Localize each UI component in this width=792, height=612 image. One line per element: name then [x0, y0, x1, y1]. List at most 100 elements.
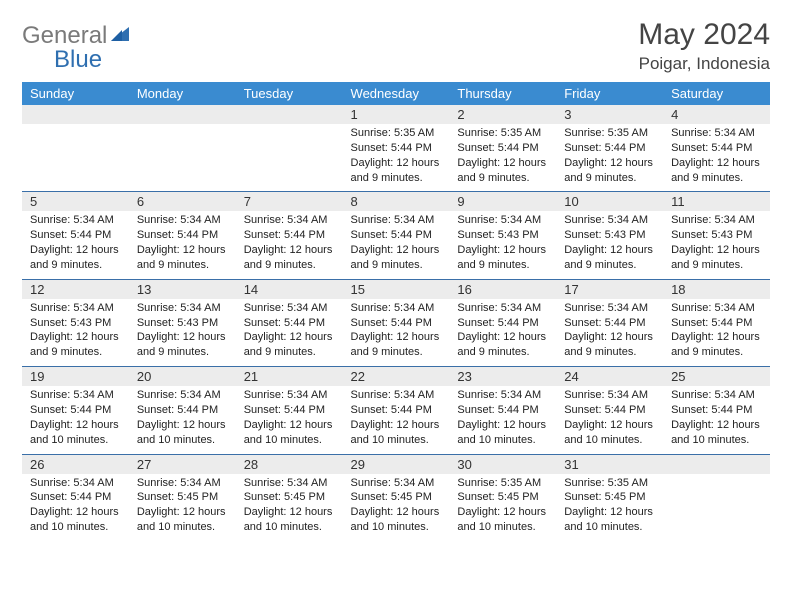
sunset-text: Sunset: 5:43 PM — [671, 228, 762, 243]
daylight-text: and 10 minutes. — [351, 520, 442, 535]
day-cell — [129, 124, 236, 192]
day-cell: Sunrise: 5:35 AMSunset: 5:44 PMDaylight:… — [343, 124, 450, 192]
sunset-text: Sunset: 5:43 PM — [564, 228, 655, 243]
day-cell: Sunrise: 5:34 AMSunset: 5:44 PMDaylight:… — [236, 211, 343, 279]
sunset-text: Sunset: 5:45 PM — [137, 490, 228, 505]
daylight-text: and 10 minutes. — [671, 433, 762, 448]
day-number: 4 — [663, 105, 770, 124]
weekday-header: Saturday — [663, 82, 770, 105]
daylight-text: and 9 minutes. — [30, 345, 121, 360]
day-number: 26 — [22, 454, 129, 474]
day-cell — [663, 474, 770, 541]
sunset-text: Sunset: 5:44 PM — [671, 316, 762, 331]
sunset-text: Sunset: 5:44 PM — [564, 141, 655, 156]
sunrise-text: Sunrise: 5:34 AM — [457, 388, 548, 403]
sunrise-text: Sunrise: 5:34 AM — [137, 388, 228, 403]
daylight-text: and 9 minutes. — [564, 171, 655, 186]
day-cell: Sunrise: 5:34 AMSunset: 5:43 PMDaylight:… — [129, 299, 236, 367]
content-row: Sunrise: 5:35 AMSunset: 5:44 PMDaylight:… — [22, 124, 770, 192]
sunrise-text: Sunrise: 5:34 AM — [351, 213, 442, 228]
sunset-text: Sunset: 5:43 PM — [137, 316, 228, 331]
sunset-text: Sunset: 5:44 PM — [457, 403, 548, 418]
sunset-text: Sunset: 5:44 PM — [564, 403, 655, 418]
day-cell: Sunrise: 5:34 AMSunset: 5:44 PMDaylight:… — [129, 386, 236, 454]
sunset-text: Sunset: 5:44 PM — [351, 228, 442, 243]
daylight-text: and 9 minutes. — [351, 345, 442, 360]
daylight-text: Daylight: 12 hours — [30, 505, 121, 520]
day-number: 13 — [129, 279, 236, 299]
sunrise-text: Sunrise: 5:34 AM — [351, 388, 442, 403]
calendar-page: GeneralBlue May 2024 Poigar, Indonesia S… — [0, 0, 792, 559]
day-number: 1 — [343, 105, 450, 124]
sunrise-text: Sunrise: 5:34 AM — [30, 301, 121, 316]
daylight-text: Daylight: 12 hours — [351, 330, 442, 345]
sunset-text: Sunset: 5:44 PM — [564, 316, 655, 331]
sunset-text: Sunset: 5:44 PM — [351, 403, 442, 418]
day-number: 11 — [663, 192, 770, 212]
daynum-row: 19202122232425 — [22, 367, 770, 387]
daylight-text: and 10 minutes. — [137, 433, 228, 448]
day-number: 19 — [22, 367, 129, 387]
sunrise-text: Sunrise: 5:34 AM — [137, 301, 228, 316]
day-cell: Sunrise: 5:34 AMSunset: 5:44 PMDaylight:… — [343, 386, 450, 454]
sunset-text: Sunset: 5:44 PM — [244, 228, 335, 243]
weekday-header: Monday — [129, 82, 236, 105]
day-number: 15 — [343, 279, 450, 299]
sunrise-text: Sunrise: 5:34 AM — [30, 213, 121, 228]
daylight-text: Daylight: 12 hours — [351, 156, 442, 171]
sunset-text: Sunset: 5:44 PM — [351, 141, 442, 156]
sunset-text: Sunset: 5:44 PM — [244, 316, 335, 331]
daylight-text: Daylight: 12 hours — [244, 243, 335, 258]
logo-text-blue: Blue — [54, 46, 102, 73]
daylight-text: Daylight: 12 hours — [244, 418, 335, 433]
content-row: Sunrise: 5:34 AMSunset: 5:43 PMDaylight:… — [22, 299, 770, 367]
sunset-text: Sunset: 5:44 PM — [351, 316, 442, 331]
day-number — [22, 105, 129, 124]
daylight-text: and 9 minutes. — [457, 171, 548, 186]
day-number: 10 — [556, 192, 663, 212]
day-cell: Sunrise: 5:34 AMSunset: 5:44 PMDaylight:… — [236, 386, 343, 454]
daylight-text: Daylight: 12 hours — [564, 243, 655, 258]
day-cell: Sunrise: 5:34 AMSunset: 5:45 PMDaylight:… — [129, 474, 236, 541]
daylight-text: Daylight: 12 hours — [564, 418, 655, 433]
month-title: May 2024 — [638, 18, 770, 52]
daylight-text: and 10 minutes. — [244, 433, 335, 448]
daylight-text: Daylight: 12 hours — [30, 243, 121, 258]
sunrise-text: Sunrise: 5:34 AM — [564, 301, 655, 316]
weekday-header: Friday — [556, 82, 663, 105]
daylight-text: Daylight: 12 hours — [137, 505, 228, 520]
day-cell: Sunrise: 5:34 AMSunset: 5:44 PMDaylight:… — [343, 211, 450, 279]
day-number: 14 — [236, 279, 343, 299]
day-cell: Sunrise: 5:34 AMSunset: 5:44 PMDaylight:… — [449, 299, 556, 367]
day-number: 21 — [236, 367, 343, 387]
sunset-text: Sunset: 5:45 PM — [457, 490, 548, 505]
daylight-text: and 9 minutes. — [671, 171, 762, 186]
daynum-row: 567891011 — [22, 192, 770, 212]
day-cell: Sunrise: 5:35 AMSunset: 5:45 PMDaylight:… — [449, 474, 556, 541]
day-number: 17 — [556, 279, 663, 299]
day-cell: Sunrise: 5:35 AMSunset: 5:45 PMDaylight:… — [556, 474, 663, 541]
sunrise-text: Sunrise: 5:35 AM — [457, 126, 548, 141]
daylight-text: and 9 minutes. — [351, 171, 442, 186]
sunrise-text: Sunrise: 5:34 AM — [30, 388, 121, 403]
daylight-text: and 10 minutes. — [30, 433, 121, 448]
daylight-text: and 10 minutes. — [457, 520, 548, 535]
daylight-text: Daylight: 12 hours — [564, 330, 655, 345]
day-number: 16 — [449, 279, 556, 299]
daylight-text: Daylight: 12 hours — [351, 505, 442, 520]
daylight-text: and 9 minutes. — [351, 258, 442, 273]
calendar-table: Sunday Monday Tuesday Wednesday Thursday… — [22, 82, 770, 541]
day-cell: Sunrise: 5:34 AMSunset: 5:44 PMDaylight:… — [556, 299, 663, 367]
daylight-text: Daylight: 12 hours — [457, 243, 548, 258]
weekday-header: Sunday — [22, 82, 129, 105]
day-cell: Sunrise: 5:34 AMSunset: 5:44 PMDaylight:… — [556, 386, 663, 454]
sunrise-text: Sunrise: 5:34 AM — [457, 213, 548, 228]
sunrise-text: Sunrise: 5:34 AM — [671, 213, 762, 228]
day-number: 24 — [556, 367, 663, 387]
sunset-text: Sunset: 5:44 PM — [30, 228, 121, 243]
day-cell: Sunrise: 5:34 AMSunset: 5:44 PMDaylight:… — [236, 299, 343, 367]
day-number: 30 — [449, 454, 556, 474]
daylight-text: Daylight: 12 hours — [244, 505, 335, 520]
content-row: Sunrise: 5:34 AMSunset: 5:44 PMDaylight:… — [22, 474, 770, 541]
daylight-text: and 9 minutes. — [137, 345, 228, 360]
